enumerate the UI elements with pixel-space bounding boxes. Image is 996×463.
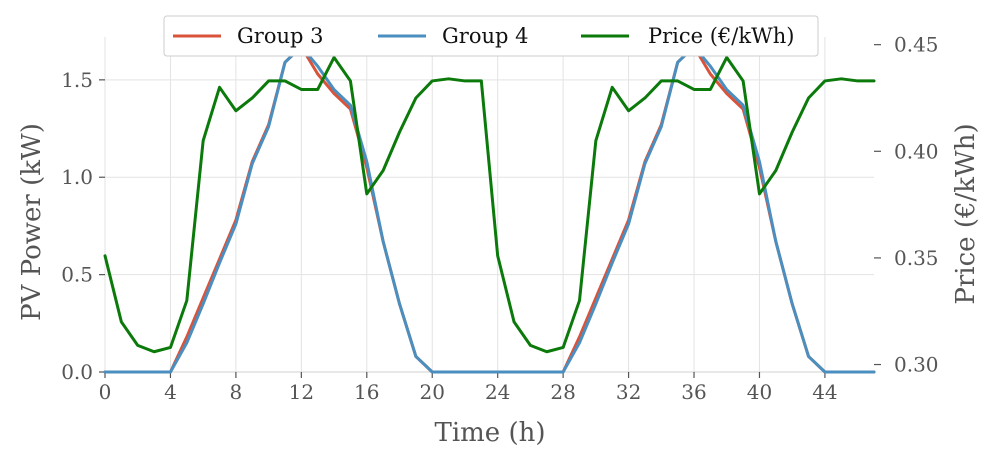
y-right-tick-label: 0.45 [894, 33, 939, 57]
legend-item-price: Price (€/kWh) [581, 24, 794, 48]
legend-item-group-3: Group 3 [173, 24, 323, 48]
x-tick-label: 12 [289, 380, 314, 404]
legend-box [163, 15, 819, 57]
x-tick-label: 8 [230, 380, 243, 404]
legend-label-group-3: Group 3 [237, 24, 323, 48]
x-axis-label: Time (h) [435, 418, 546, 448]
y-right-tick-label: 0.35 [894, 246, 939, 270]
x-tick-label: 0 [99, 380, 112, 404]
y-left-tick-label: 0.5 [61, 263, 93, 287]
legend-label-price: Price (€/kWh) [648, 24, 794, 48]
y-axis-right-label: Price (€/kWh) [951, 123, 981, 304]
x-tick-label: 16 [354, 380, 379, 404]
x-tick-label: 20 [420, 380, 445, 404]
series-line-price-kwh [103, 55, 876, 354]
x-tick-label: 28 [550, 380, 575, 404]
series-layer [103, 45, 876, 374]
series-line-group-4 [103, 45, 876, 374]
x-tick-label: 32 [616, 380, 641, 404]
y-axis-left-label: PV Power (kW) [17, 123, 47, 321]
legend-label-group-4: Group 4 [442, 24, 528, 48]
tick-marks: 0 4 8 12 16 20 24 28 32 36 40 44 0.0 0.5 1.0 1.5 0.30 0.3… [61, 33, 938, 404]
x-tick-label: 4 [164, 380, 177, 404]
y-right-tick-label: 0.30 [894, 353, 939, 377]
y-right-tick-label: 0.40 [894, 139, 939, 163]
x-tick-label: 24 [485, 380, 510, 404]
x-tick-label: 40 [747, 380, 772, 404]
series-line-group-3 [103, 45, 876, 374]
legend-item-group-4: Group 4 [378, 24, 528, 48]
x-tick-label: 44 [812, 380, 837, 404]
y-left-tick-label: 1.5 [61, 68, 93, 92]
legend: Group 3 Group 4 Price (€/kWh) [163, 15, 819, 57]
y-left-tick-label: 1.0 [61, 165, 93, 189]
x-tick-label: 36 [681, 380, 706, 404]
y-left-tick-label: 0.0 [61, 360, 93, 384]
